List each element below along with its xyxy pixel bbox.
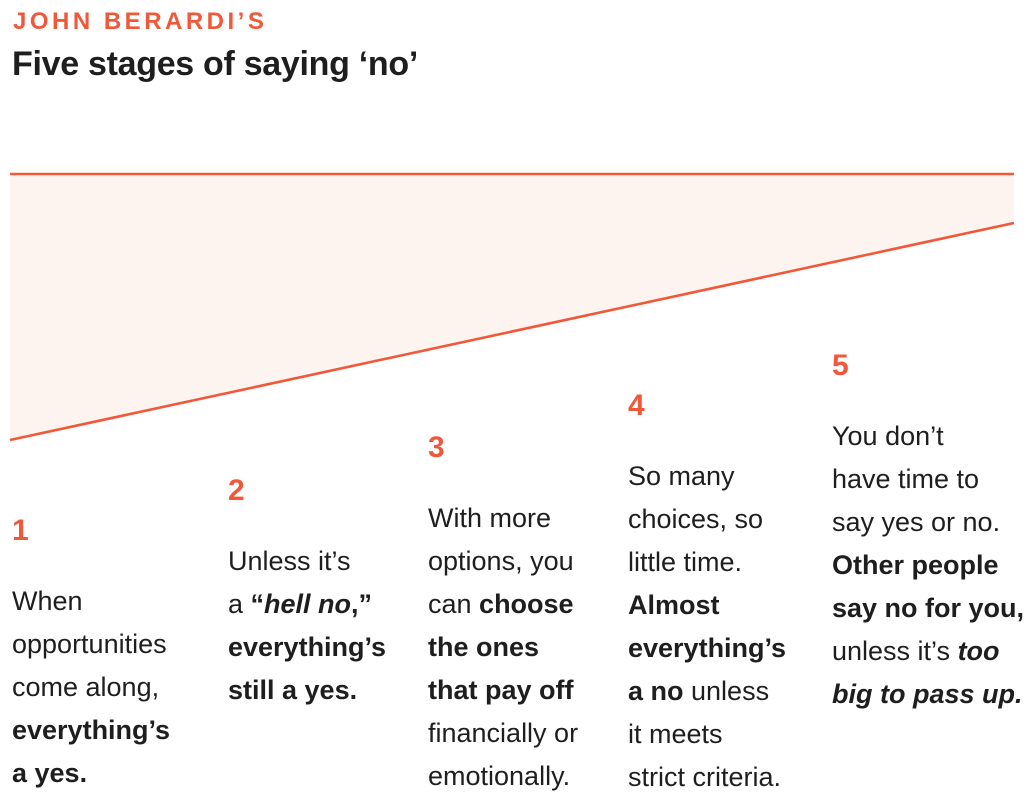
text-run: a no bbox=[628, 676, 684, 706]
text-run: too bbox=[957, 636, 1000, 666]
kicker: JOHN BERARDI’S bbox=[13, 8, 268, 35]
text-run: emotionally. bbox=[428, 761, 571, 791]
text-run: opportunities bbox=[12, 629, 167, 659]
stage-3: 3 With more options, you can choose the ones… bbox=[428, 432, 628, 798]
text-run: that pay off bbox=[428, 675, 574, 705]
text-run: a bbox=[228, 589, 251, 619]
stage-4: 4 So many choices, so little time. Almost eve… bbox=[628, 390, 828, 799]
text-run: financially or bbox=[428, 718, 579, 748]
text-run: big to pass up. bbox=[832, 679, 1023, 709]
stage-2: 2 Unless it’s a “hell no,” everything’s stil… bbox=[228, 475, 428, 712]
text-run: say no for you, bbox=[832, 593, 1024, 623]
text-run: Other people bbox=[832, 550, 999, 580]
text-run: When bbox=[12, 586, 83, 616]
stage-number: 4 bbox=[628, 389, 645, 422]
text-run: the ones bbox=[428, 632, 540, 662]
stage-number: 1 bbox=[12, 514, 29, 547]
text-run: have time to bbox=[832, 464, 980, 494]
page-title: Five stages of saying ‘no’ bbox=[12, 45, 418, 83]
stage-text: When opportunities come along, everything’s… bbox=[12, 580, 212, 795]
text-run: strict criteria. bbox=[628, 762, 782, 792]
text-run: everything’s bbox=[628, 633, 787, 663]
stage-number: 5 bbox=[832, 349, 849, 382]
text-run: Unless it’s bbox=[228, 546, 351, 576]
stage-text: With more options, you can choose the ones t… bbox=[428, 497, 628, 798]
stage-number: 2 bbox=[228, 474, 245, 507]
text-run: ,” bbox=[351, 589, 373, 619]
text-run: everything’s bbox=[228, 632, 387, 662]
text-run: little time. bbox=[628, 547, 743, 577]
text-run: can bbox=[428, 589, 480, 619]
text-run: say yes or no. bbox=[832, 507, 1001, 537]
stage-1: 1 When opportunities come along, everything’… bbox=[12, 515, 212, 795]
stage-text: So many choices, so little time. Almost ever… bbox=[628, 455, 828, 799]
text-run: it meets bbox=[628, 719, 723, 749]
text-run: unless bbox=[683, 676, 770, 706]
stage-text: Unless it’s a “hell no,” everything’s still… bbox=[228, 540, 428, 712]
text-run: everything’s bbox=[12, 715, 171, 745]
text-run: choose bbox=[479, 589, 574, 619]
text-run: still a yes. bbox=[228, 675, 358, 705]
text-run: unless it’s bbox=[832, 636, 958, 666]
text-run: come along, bbox=[12, 672, 160, 702]
text-run: With more bbox=[428, 503, 552, 533]
text-run: Almost bbox=[628, 590, 720, 620]
text-run: “ bbox=[250, 589, 265, 619]
text-run: a yes. bbox=[12, 758, 88, 788]
stage-text: You don’t have time to say yes or no. Other… bbox=[832, 415, 1024, 716]
text-run: choices, so bbox=[628, 504, 764, 534]
stage-5: 5 You don’t have time to say yes or no. Othe… bbox=[832, 350, 1024, 716]
stage-number: 3 bbox=[428, 431, 445, 464]
text-run: options, you bbox=[428, 546, 574, 576]
text-run: So many bbox=[628, 461, 735, 491]
text-run: hell no bbox=[264, 589, 352, 619]
text-run: You don’t bbox=[832, 421, 944, 451]
